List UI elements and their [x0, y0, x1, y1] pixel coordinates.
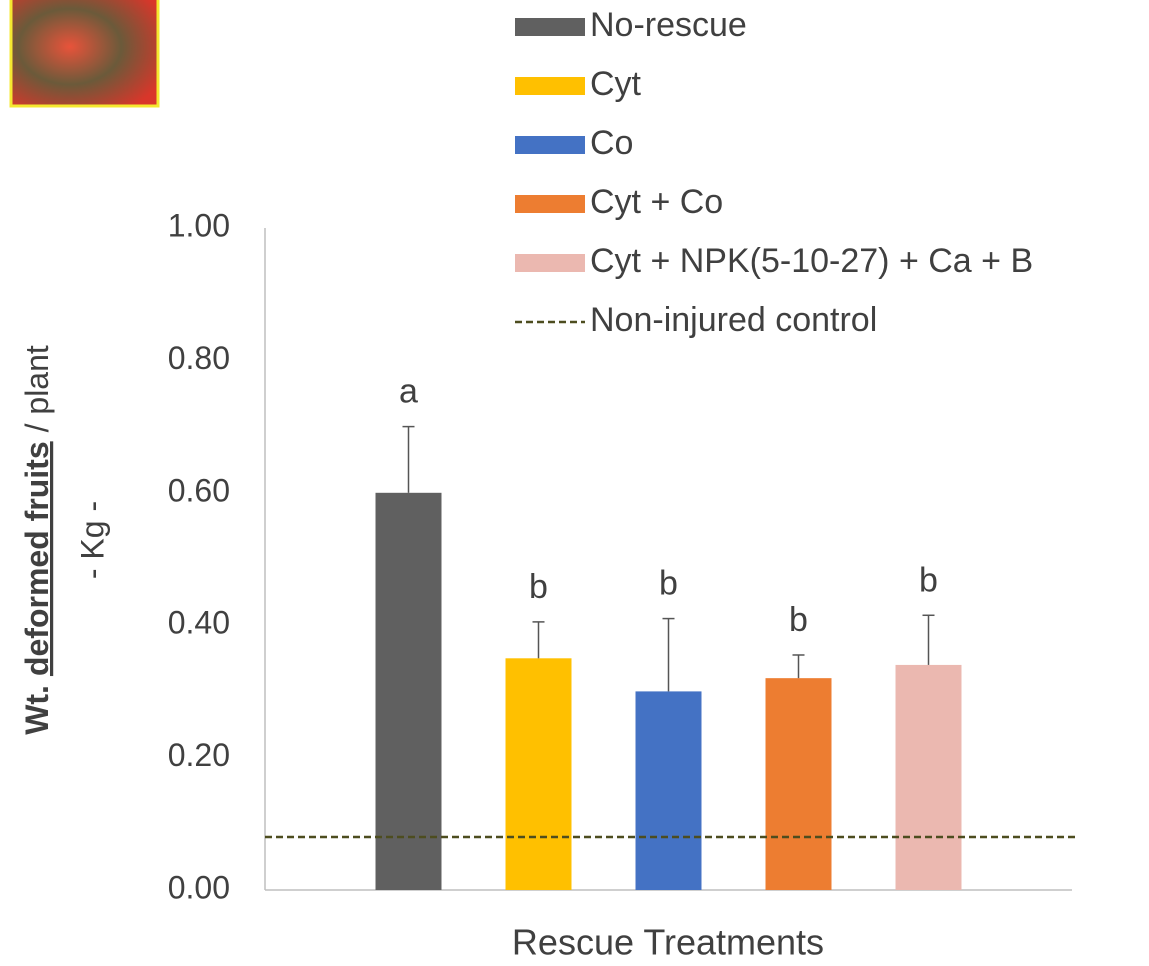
- y-label-part: Wt.: [19, 685, 55, 735]
- y-tick-label: 0.80: [168, 340, 230, 376]
- legend-label: No-rescue: [590, 6, 747, 44]
- significance-letter: b: [919, 561, 938, 599]
- legend-label: Cyt + NPK(5-10-27) + Ca + B: [590, 242, 1033, 280]
- y-axis-title: Wt. deformed fruits / plant: [19, 345, 55, 735]
- legend-swatch: [515, 195, 585, 213]
- legend-swatch: [515, 77, 585, 95]
- legend-label: Co: [590, 124, 633, 162]
- significance-letter: b: [529, 568, 548, 606]
- y-tick-label: 1.00: [168, 207, 230, 243]
- chart: Rescue Treatments Wt. deformed fruits / pl…: [0, 0, 1149, 966]
- bar: [896, 665, 962, 890]
- legend-label: Non-injured control: [590, 301, 877, 339]
- legend-swatch: [515, 18, 585, 36]
- bar: [506, 658, 572, 890]
- legend-swatch: [515, 136, 585, 154]
- significance-letter: a: [399, 373, 418, 411]
- significance-letter: b: [659, 565, 678, 603]
- x-axis-title: Rescue Treatments: [512, 922, 824, 963]
- legend-swatch: [515, 254, 585, 272]
- y-label-part: / plant: [19, 345, 55, 432]
- bar: [636, 691, 702, 890]
- legend-label: Cyt + Co: [590, 183, 723, 221]
- bar: [376, 493, 442, 890]
- legend-label: Cyt: [590, 65, 642, 103]
- y-axis-unit: - Kg -: [74, 501, 110, 579]
- y-label-part: deformed fruits: [19, 441, 55, 676]
- y-tick-label: 0.00: [168, 869, 230, 905]
- y-tick-label: 0.20: [168, 737, 230, 773]
- y-tick-label: 0.40: [168, 605, 230, 641]
- y-tick-label: 0.60: [168, 472, 230, 508]
- photo: [11, 0, 158, 106]
- bar: [766, 678, 832, 890]
- significance-letter: b: [789, 601, 808, 639]
